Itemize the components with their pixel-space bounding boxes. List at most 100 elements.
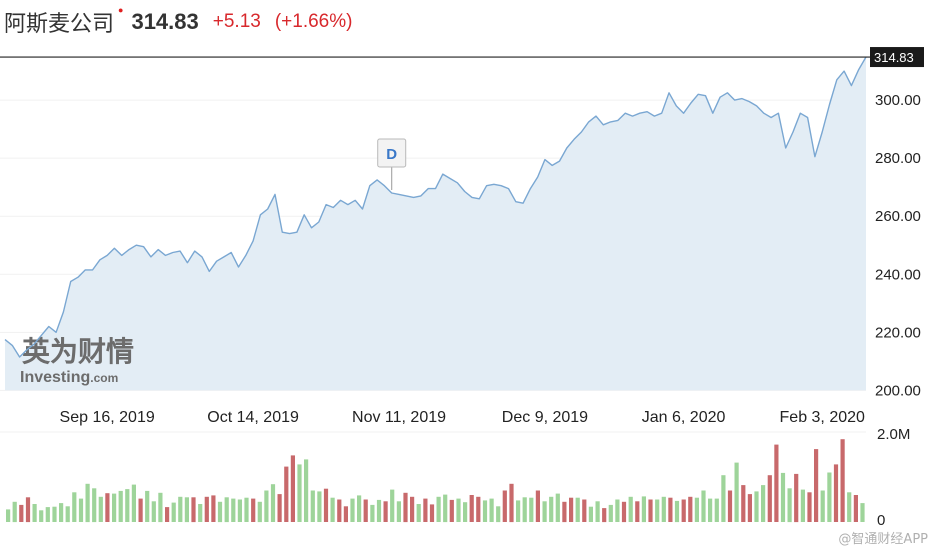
price-line-path (4, 56, 867, 358)
volume-bar (125, 489, 130, 522)
volume-bar (138, 498, 143, 522)
volume-bar (410, 496, 415, 522)
volume-bar (794, 473, 799, 523)
watermark-brand: Investing.com (20, 369, 118, 386)
volume-bar (178, 496, 183, 522)
volume-bar (860, 503, 865, 522)
volume-bar (158, 492, 163, 523)
volume-bar (595, 501, 600, 522)
volume-bar (304, 459, 309, 522)
volume-bars (6, 439, 865, 523)
volume-bar (853, 495, 858, 522)
investing-watermark: 英为财情 Investing.com (20, 335, 134, 386)
volume-bar (827, 472, 832, 522)
volume-bar (191, 497, 196, 523)
volume-bar (403, 492, 408, 523)
volume-bar (436, 496, 441, 522)
volume-bar (701, 490, 706, 522)
volume-bar (767, 475, 772, 522)
volume-bar (814, 449, 819, 522)
volume-bar (390, 489, 395, 522)
volume-bar (741, 485, 746, 522)
volume-bar (761, 485, 766, 522)
volume-bar (118, 490, 123, 522)
volume-bar (522, 497, 527, 523)
volume-bar (317, 491, 322, 522)
volume-bar (290, 455, 295, 522)
volume-max-label: 2.0M (877, 426, 910, 443)
volume-bar (648, 499, 653, 522)
volume-bar (284, 466, 289, 522)
event-marker-box (377, 138, 407, 168)
price-chart[interactable]: 英为财情 Investing.com 314.83 D 200.00 220.00… (0, 44, 936, 555)
volume-bar (443, 494, 448, 523)
volume-bar (721, 475, 726, 522)
date-tick-label: Nov 11, 2019 (352, 409, 446, 426)
volume-bar (370, 504, 375, 522)
volume-bar (92, 488, 97, 523)
volume-bar (171, 502, 176, 522)
source-watermark: @智通财经APP (838, 532, 928, 547)
volume-bar (582, 499, 587, 522)
price-tick-label: 200.00 (875, 382, 921, 399)
last-price: 314.83 (131, 9, 199, 34)
price-tick-label: 300.00 (875, 92, 921, 109)
price-area-fill (5, 57, 866, 391)
volume-bar (78, 498, 84, 522)
volume-bar (694, 497, 699, 522)
volume-bar (32, 504, 37, 522)
volume-bar (52, 506, 57, 522)
price-area (5, 57, 866, 391)
volume-bar (688, 496, 693, 522)
volume-bar (502, 490, 507, 522)
volume-bar (787, 488, 792, 523)
event-marker[interactable]: D (377, 138, 407, 190)
watermark-brand-name: Investing (20, 369, 90, 386)
volume-bar (204, 496, 209, 522)
volume-bar (112, 493, 117, 522)
volume-bar (588, 506, 593, 522)
volume-bar (429, 504, 435, 522)
volume-bar (714, 498, 719, 522)
volume-bar (602, 508, 607, 523)
volume-bar (555, 493, 560, 522)
volume-bar (85, 483, 90, 523)
volume-bar (674, 500, 680, 523)
volume-bar (184, 497, 189, 523)
volume-bar (708, 498, 713, 522)
volume-bar (19, 504, 24, 522)
volume-bar (25, 497, 31, 523)
volume-bar (72, 492, 77, 522)
price-tick-label: 220.00 (875, 324, 921, 341)
volume-bar (456, 498, 461, 522)
volume-bar (310, 490, 315, 522)
volume-bar (635, 501, 640, 522)
market-status-icon: ● (118, 5, 124, 15)
volume-bar (277, 494, 282, 522)
volume-bar (780, 472, 786, 522)
volume-bar (383, 501, 388, 522)
volume-bar (608, 504, 613, 522)
volume-bar (482, 500, 488, 522)
volume-bar (363, 499, 368, 522)
date-tick-label: Jan 6, 2020 (642, 409, 726, 426)
volume-bar (59, 503, 64, 522)
volume-bar (516, 500, 521, 522)
volume-bar (575, 497, 580, 522)
volume-bar (463, 502, 468, 522)
last-price-badge (870, 47, 924, 68)
volume-bar (350, 498, 355, 522)
volume-bar (569, 497, 574, 522)
volume-bar (800, 489, 805, 522)
volume-bar (747, 494, 752, 522)
volume-bar (98, 496, 103, 522)
volume-bar (562, 501, 567, 523)
price-tick-label: 240.00 (875, 266, 921, 283)
volume-bar (727, 490, 733, 522)
volume-bar (131, 484, 136, 522)
volume-bar (257, 501, 262, 523)
event-marker-label: D (386, 146, 397, 163)
volume-bar (396, 501, 401, 522)
volume-bar (774, 444, 779, 522)
volume-bar (211, 495, 216, 522)
